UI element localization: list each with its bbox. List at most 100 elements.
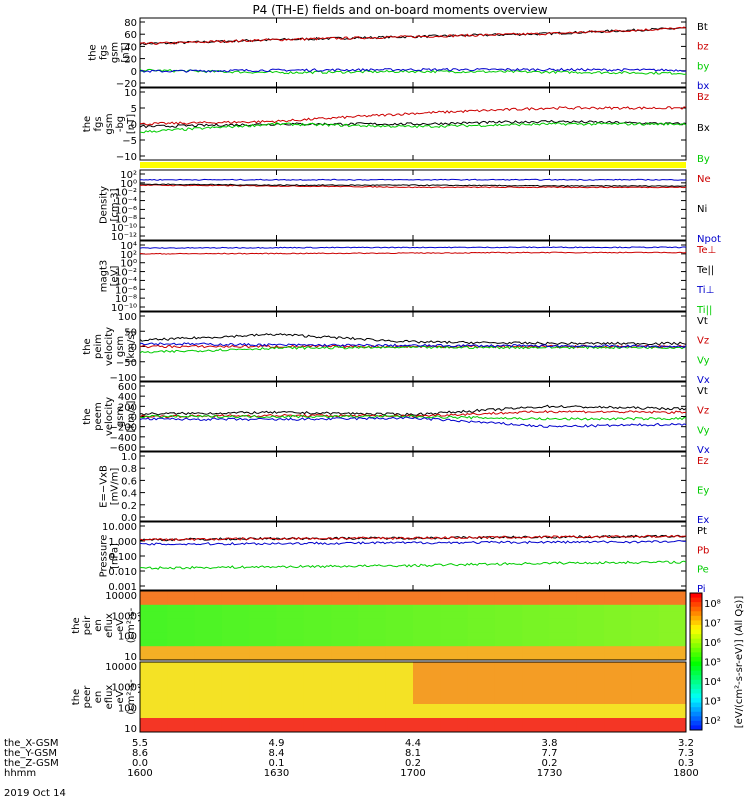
series-line <box>139 414 687 421</box>
spectrogram-cell <box>494 632 523 640</box>
spectrogram-cell <box>658 618 687 626</box>
series-line <box>139 106 687 126</box>
spectrogram-cell <box>494 625 523 633</box>
spectrogram-cell <box>494 662 523 670</box>
spectrogram-cell <box>631 604 660 613</box>
spectrogram-cell <box>140 662 168 670</box>
spectrogram-cell <box>167 683 196 691</box>
footer-value: 1700 <box>400 768 425 779</box>
spectrogram-cell <box>194 669 223 677</box>
legend-entry: bz <box>697 42 709 53</box>
y-tick-label: 10⁻⁸ <box>115 214 137 225</box>
spectrogram-cell <box>631 632 660 640</box>
spectrogram-cell <box>303 653 332 661</box>
spectrogram-cell <box>358 697 387 705</box>
y-tick-label: 0.010 <box>108 567 137 578</box>
series-line <box>139 67 687 73</box>
spectrogram-cell <box>604 646 632 654</box>
y-axis-label-line: [mV/m] <box>110 468 121 506</box>
y-tick-label: 0.8 <box>121 464 137 475</box>
spectrogram-cell <box>658 625 687 633</box>
y-axis-label-line: eflux <box>104 685 115 710</box>
series-line <box>139 27 687 46</box>
spectrogram-cell <box>604 697 632 705</box>
spectrogram-cell <box>604 625 632 633</box>
panel-2: 10 5 0 −5 −10 the fgs gsm -bg [nT] Bz Bx By <box>82 87 710 165</box>
spectrogram-cell <box>494 676 523 684</box>
y-tick-label: 10⁻¹⁰ <box>111 303 137 314</box>
spectrogram-cell <box>522 611 550 620</box>
spectrogram-cell <box>221 632 250 640</box>
spectrogram-cell <box>249 697 277 705</box>
spectrogram-cell <box>358 604 387 613</box>
spectrogram-cell <box>467 604 496 613</box>
spectrogram-cell <box>331 711 359 719</box>
spectrogram-cell <box>494 704 523 712</box>
colorbar-step <box>690 652 702 658</box>
spectrogram-cell <box>249 725 277 733</box>
panel-frame <box>139 521 687 591</box>
y-tick-label: −600 <box>110 443 137 454</box>
spectrogram-cell <box>467 632 496 640</box>
spectrogram-cell <box>467 646 496 654</box>
spectrogram-cell <box>194 690 223 698</box>
spectrogram-cell <box>467 718 496 726</box>
series-line <box>139 540 687 546</box>
y-tick-label: 10000 <box>105 662 137 673</box>
spectrogram-cell <box>249 604 277 613</box>
y-tick-label: 10⁻² <box>115 188 137 199</box>
spectrogram-cell <box>549 718 578 726</box>
spectrogram-cell <box>194 591 223 599</box>
legend-entry: Ey <box>697 486 709 497</box>
spectrogram-cell <box>413 725 441 733</box>
spectrogram-cell <box>194 604 223 613</box>
y-tick-label: 0.001 <box>108 582 137 593</box>
spectrogram-cell <box>467 697 496 705</box>
series-line <box>139 333 687 346</box>
spectrogram-cell <box>631 676 660 684</box>
spectrogram-cell <box>303 597 332 606</box>
spectrogram-cell <box>658 597 687 606</box>
legend-entry: Vz <box>697 406 709 417</box>
legend-entry: Pe <box>697 565 709 576</box>
y-tick-label: 10⁻⁸ <box>115 294 137 305</box>
spectrogram-cell <box>303 639 332 647</box>
legend-entry: Bt <box>697 22 708 33</box>
spectrogram-cell <box>413 639 441 647</box>
spectrogram-cell <box>440 711 469 719</box>
spectrogram-cell <box>358 718 387 726</box>
legend-entry: Pt <box>697 526 707 537</box>
spectrogram-cell <box>522 639 550 647</box>
spectrogram-cell <box>303 625 332 633</box>
legend-entry: bx <box>697 81 709 92</box>
spectrogram-cell <box>440 697 469 705</box>
spectrogram-cell <box>576 632 605 640</box>
y-tick-label: 10⁻¹⁰ <box>111 223 137 234</box>
spectrogram-cell <box>331 683 359 691</box>
spectrogram-cell <box>140 704 168 712</box>
spectrogram-cell <box>221 718 250 726</box>
spectrogram-cell <box>549 632 578 640</box>
spectrogram-cell <box>221 711 250 719</box>
y-axis-label-line: eV <box>115 690 126 703</box>
colorbar-step <box>690 720 702 726</box>
colorbar-step <box>690 675 702 681</box>
spectrogram-cell <box>221 597 250 606</box>
legend-entry: Te⊥ <box>696 245 716 256</box>
spectrogram-cell <box>331 676 359 684</box>
spectrogram-cell <box>331 618 359 626</box>
spectrogram-cell <box>576 591 605 599</box>
spectrogram-cell <box>576 725 605 733</box>
spectrogram-cell <box>385 653 414 661</box>
spectrogram-cell <box>276 639 305 647</box>
spectrogram-cell <box>658 676 687 684</box>
panel-5: 100 50 0 −50 −100 the peim velocity gsm [km/s] Vt V… <box>82 311 710 386</box>
spectrogram-cell <box>658 704 687 712</box>
y-tick-label: 0 <box>131 67 137 78</box>
spectrogram-cell <box>467 597 496 606</box>
spectrogram-cell <box>194 725 223 733</box>
footer-value: 8.4 <box>269 748 285 759</box>
spectrogram-cell <box>494 711 523 719</box>
